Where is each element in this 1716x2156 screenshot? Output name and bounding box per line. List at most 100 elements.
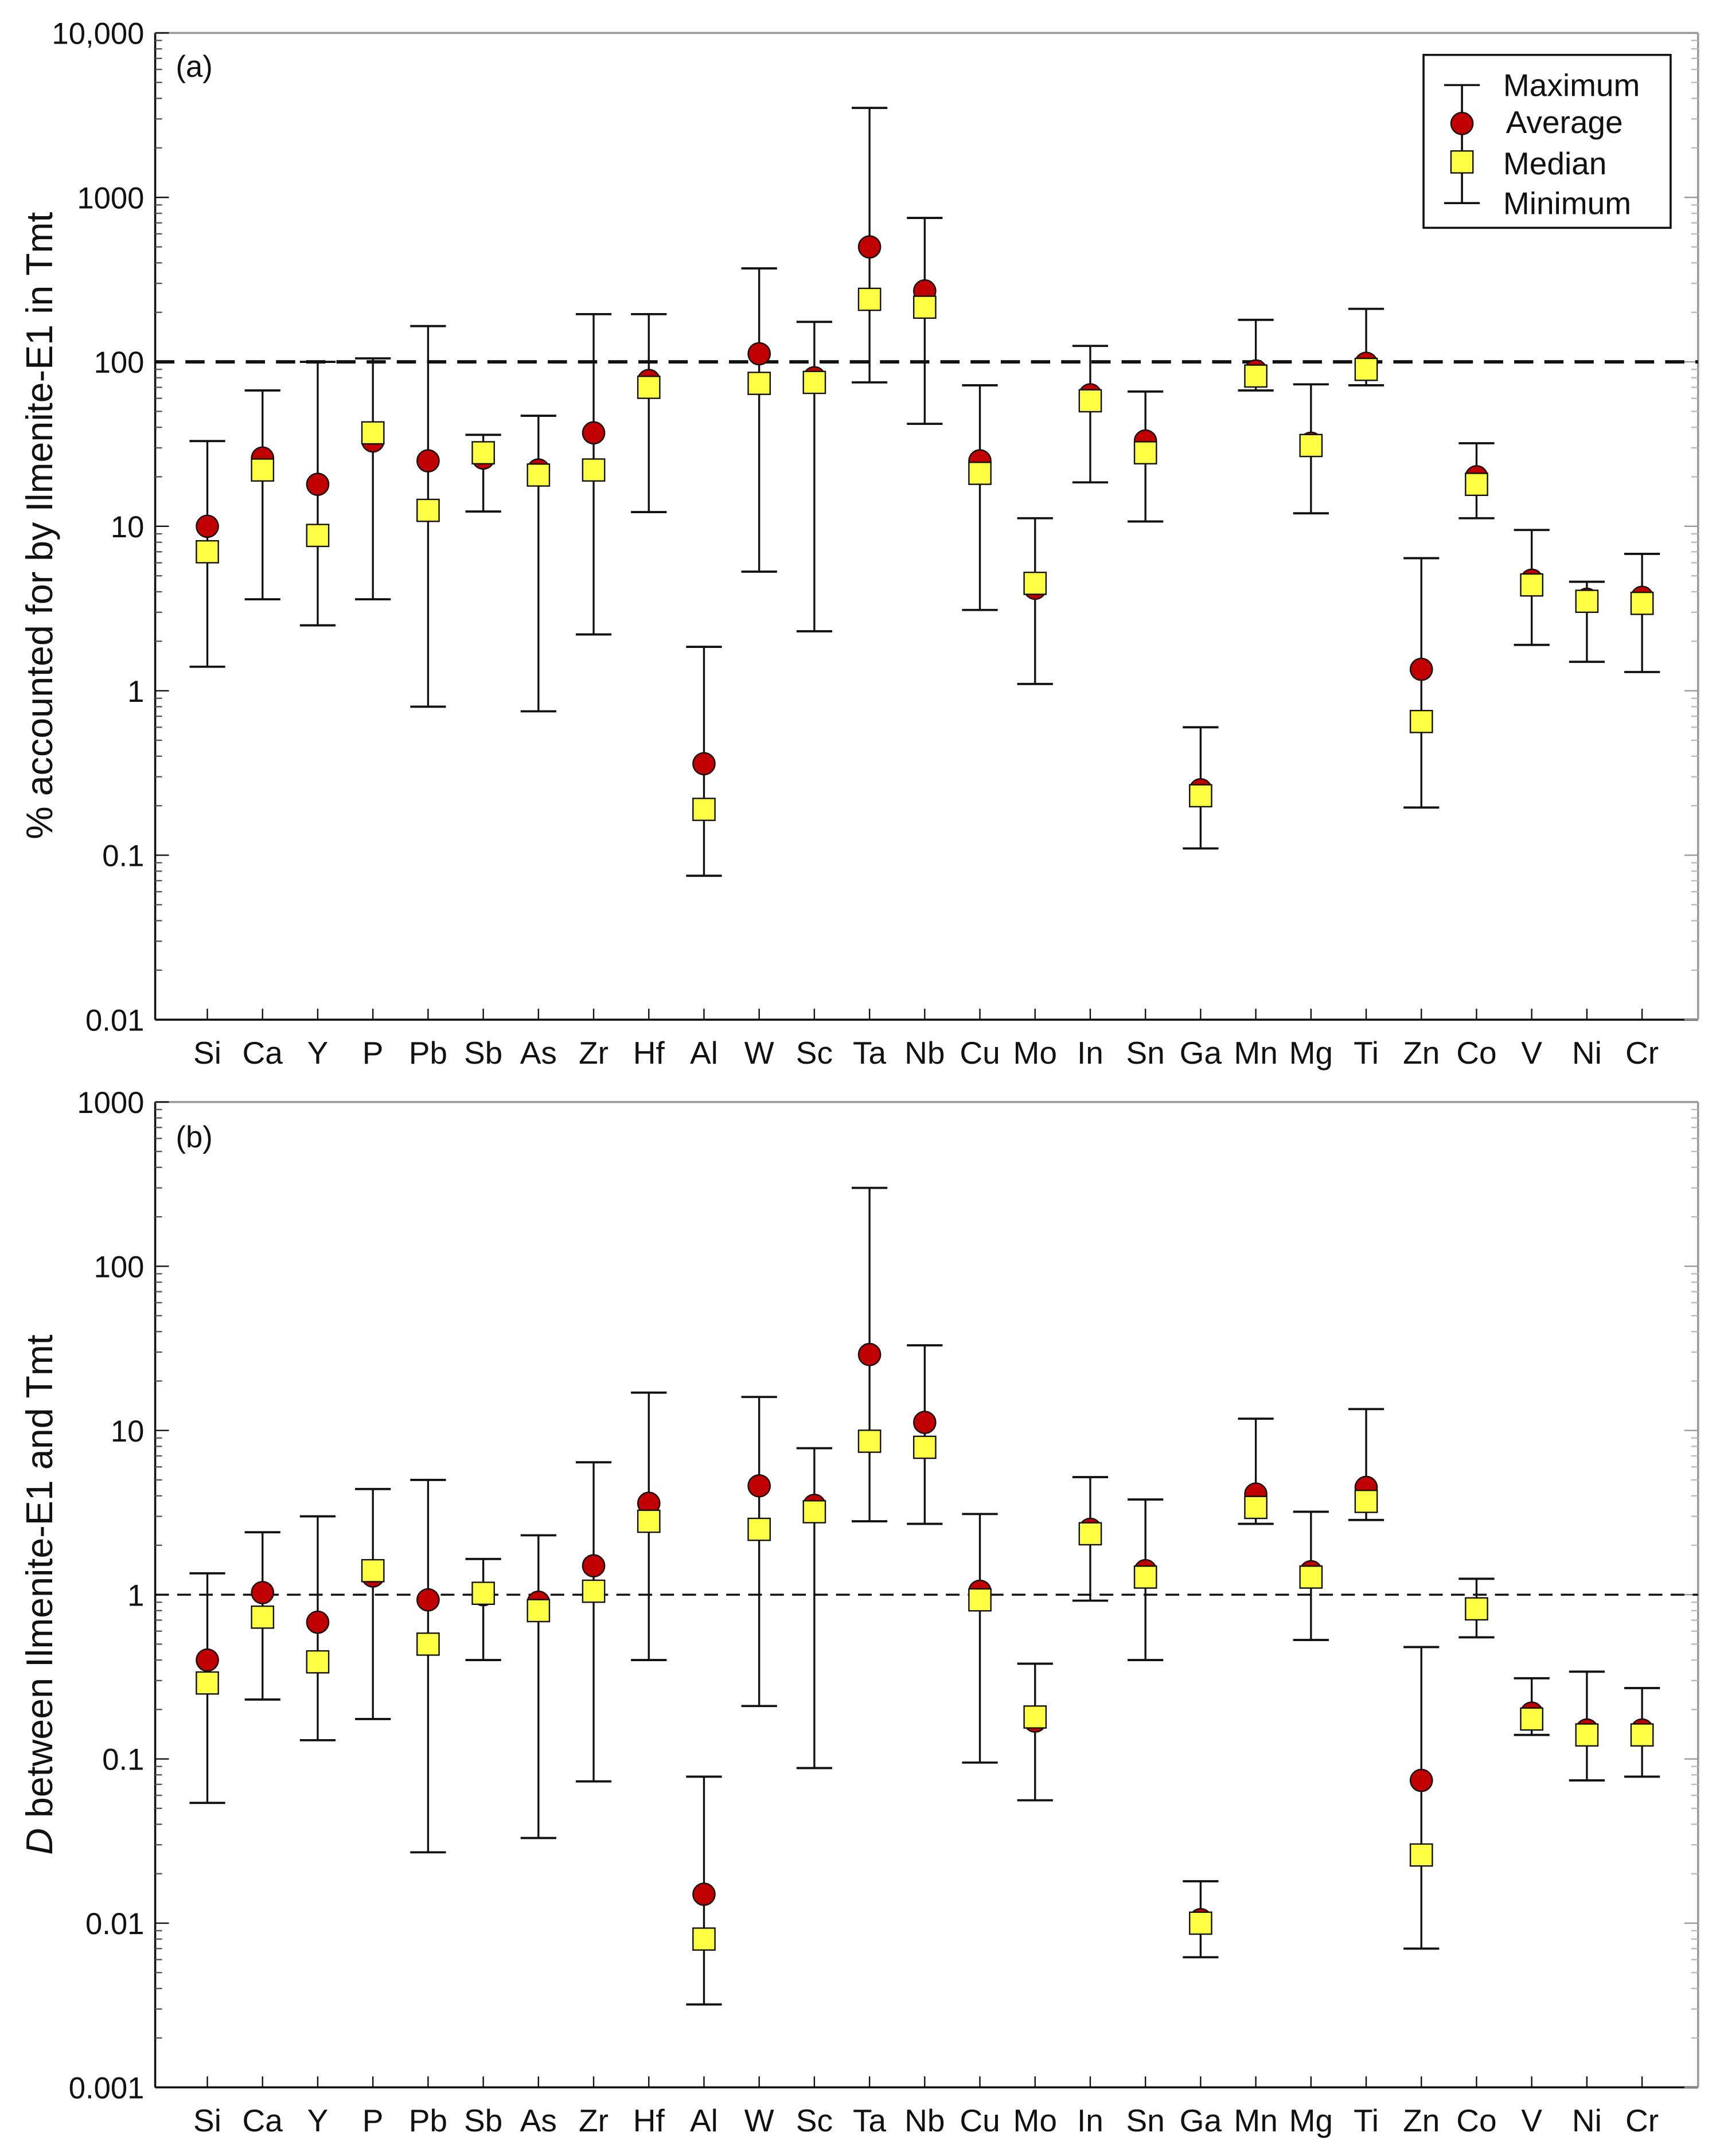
b-x-tick-label: Y xyxy=(307,2103,329,2138)
legend-box xyxy=(1422,53,1672,229)
b-median-point-Cr xyxy=(1630,1723,1654,1747)
b-average-point-Al xyxy=(692,1882,716,1906)
panel-a-y-axis-label: % accounted for by Ilmenite-E1 in Tmt xyxy=(19,212,60,839)
a-average-point-W xyxy=(747,342,771,366)
a-median-point-Zn xyxy=(1409,709,1433,733)
a-x-tick-label: Ni xyxy=(1572,1035,1602,1071)
a-y-tick-label: 10,000 xyxy=(52,17,144,51)
a-median-point-P xyxy=(361,421,385,445)
legend: Maximum Average Median Minimum xyxy=(1422,53,1672,229)
b-x-tick-label: Ga xyxy=(1180,2103,1222,2138)
b-median-point-Nb xyxy=(912,1435,937,1459)
b-median-point-W xyxy=(747,1517,771,1541)
panel-b-y-axis-label: D between Ilmenite-E1 and Tmt xyxy=(19,1334,60,1854)
b-median-point-As xyxy=(526,1599,551,1623)
a-x-tick-label: Ta xyxy=(853,1035,887,1071)
b-x-tick-label: V xyxy=(1521,2103,1542,2138)
a-x-tick-label: Pb xyxy=(409,1035,447,1071)
a-x-tick-label: Sb xyxy=(464,1035,502,1071)
a-x-tick-label: Mn xyxy=(1234,1035,1277,1071)
b-x-tick-label: Ni xyxy=(1572,2103,1602,2138)
b-x-tick-label: Mo xyxy=(1013,2103,1057,2138)
b-median-point-Mg xyxy=(1299,1565,1323,1589)
a-median-point-Ta xyxy=(857,287,882,311)
b-x-tick-label: In xyxy=(1077,2103,1103,2138)
b-median-point-P xyxy=(361,1559,385,1583)
a-median-point-V xyxy=(1520,573,1544,597)
b-x-tick-label: Cr xyxy=(1625,2103,1659,2138)
panel-b: (b) D between Ilmenite-E1 and Tmt 0.001 0… xyxy=(19,1086,1699,2138)
a-median-point-Ga xyxy=(1189,784,1212,808)
a-median-point-Pb xyxy=(416,498,440,522)
b-median-point-Si xyxy=(196,1671,219,1695)
b-average-point-Zn xyxy=(1409,1768,1433,1792)
b-average-point-Ta xyxy=(857,1342,882,1366)
a-x-tick-label: In xyxy=(1077,1035,1103,1071)
b-median-point-Ca xyxy=(251,1605,275,1629)
a-median-point-Nb xyxy=(912,295,937,319)
b-average-point-Zr xyxy=(582,1554,606,1578)
a-average-point-Si xyxy=(196,514,219,538)
b-median-point-Sn xyxy=(1133,1565,1157,1589)
b-x-tick-label: Pb xyxy=(409,2103,447,2138)
legend-average-marker xyxy=(1450,112,1474,135)
b-x-tick-label: Cu xyxy=(960,2103,1000,2138)
b-x-tick-label: Nb xyxy=(904,2103,945,2138)
b-average-point-Nb xyxy=(912,1411,937,1434)
a-x-tick-label: Co xyxy=(1456,1035,1496,1071)
a-median-point-Cu xyxy=(968,462,992,485)
a-x-tick-label: Cr xyxy=(1625,1035,1659,1071)
a-x-tick-label: Si xyxy=(193,1035,221,1071)
legend-minimum: Minimum xyxy=(1503,185,1631,221)
b-y-tick-label: 100 xyxy=(94,1250,145,1284)
a-y-tick-label: 1000 xyxy=(77,181,144,215)
b-median-point-Mn xyxy=(1244,1495,1268,1520)
a-x-tick-label: Hf xyxy=(633,1035,665,1071)
legend-median-marker xyxy=(1450,150,1474,174)
b-median-point-Pb xyxy=(416,1632,440,1656)
a-x-tick-label: Zr xyxy=(579,1035,609,1071)
a-median-point-Ti xyxy=(1354,357,1378,381)
a-average-point-Zn xyxy=(1409,657,1433,681)
b-x-tick-label: Hf xyxy=(633,2103,665,2138)
b-x-tick-label: P xyxy=(362,2103,384,2138)
a-x-tick-label: W xyxy=(744,1035,774,1071)
a-median-point-Mo xyxy=(1023,571,1047,595)
b-average-point-W xyxy=(747,1474,771,1498)
a-x-tick-label: Zn xyxy=(1403,1035,1440,1071)
b-x-tick-label: Sb xyxy=(464,2103,502,2138)
b-x-tick-label: Mn xyxy=(1234,2103,1277,2138)
b-median-point-Y xyxy=(306,1650,330,1674)
b-median-point-Sc xyxy=(802,1500,826,1524)
b-x-tick-label: Co xyxy=(1456,2103,1496,2138)
a-y-tick-label: 1 xyxy=(127,675,144,709)
b-x-tick-label: Mg xyxy=(1289,2103,1333,2138)
a-median-point-Sb xyxy=(471,441,495,464)
a-x-tick-label: Ca xyxy=(243,1035,283,1071)
legend-median: Median xyxy=(1503,146,1607,181)
a-median-point-Ni xyxy=(1575,589,1599,613)
a-x-tick-label: Al xyxy=(690,1035,718,1071)
a-median-point-Sc xyxy=(802,370,826,395)
b-median-point-Zr xyxy=(582,1579,606,1603)
a-y-tick-label: 10 xyxy=(111,510,145,544)
a-x-tick-label: Ti xyxy=(1354,1035,1379,1071)
a-x-tick-label: Y xyxy=(307,1035,329,1071)
a-x-tick-label: Cu xyxy=(960,1035,1000,1071)
a-y-tick-label: 0.1 xyxy=(102,839,144,873)
panel-a-label: (a) xyxy=(176,50,212,84)
a-average-point-Pb xyxy=(416,449,440,473)
a-median-point-Zr xyxy=(582,458,606,482)
b-x-tick-label: W xyxy=(744,2103,774,2138)
b-median-point-In xyxy=(1078,1522,1102,1546)
a-median-point-Co xyxy=(1465,472,1488,496)
a-median-point-Hf xyxy=(637,376,661,399)
a-y-tick-label: 100 xyxy=(94,346,145,380)
a-median-point-Sn xyxy=(1133,441,1157,464)
b-median-point-Mo xyxy=(1023,1705,1047,1729)
b-y-tick-label: 0.001 xyxy=(69,2071,145,2105)
legend-maximum: Maximum xyxy=(1503,68,1640,103)
a-median-point-Mn xyxy=(1244,364,1268,388)
